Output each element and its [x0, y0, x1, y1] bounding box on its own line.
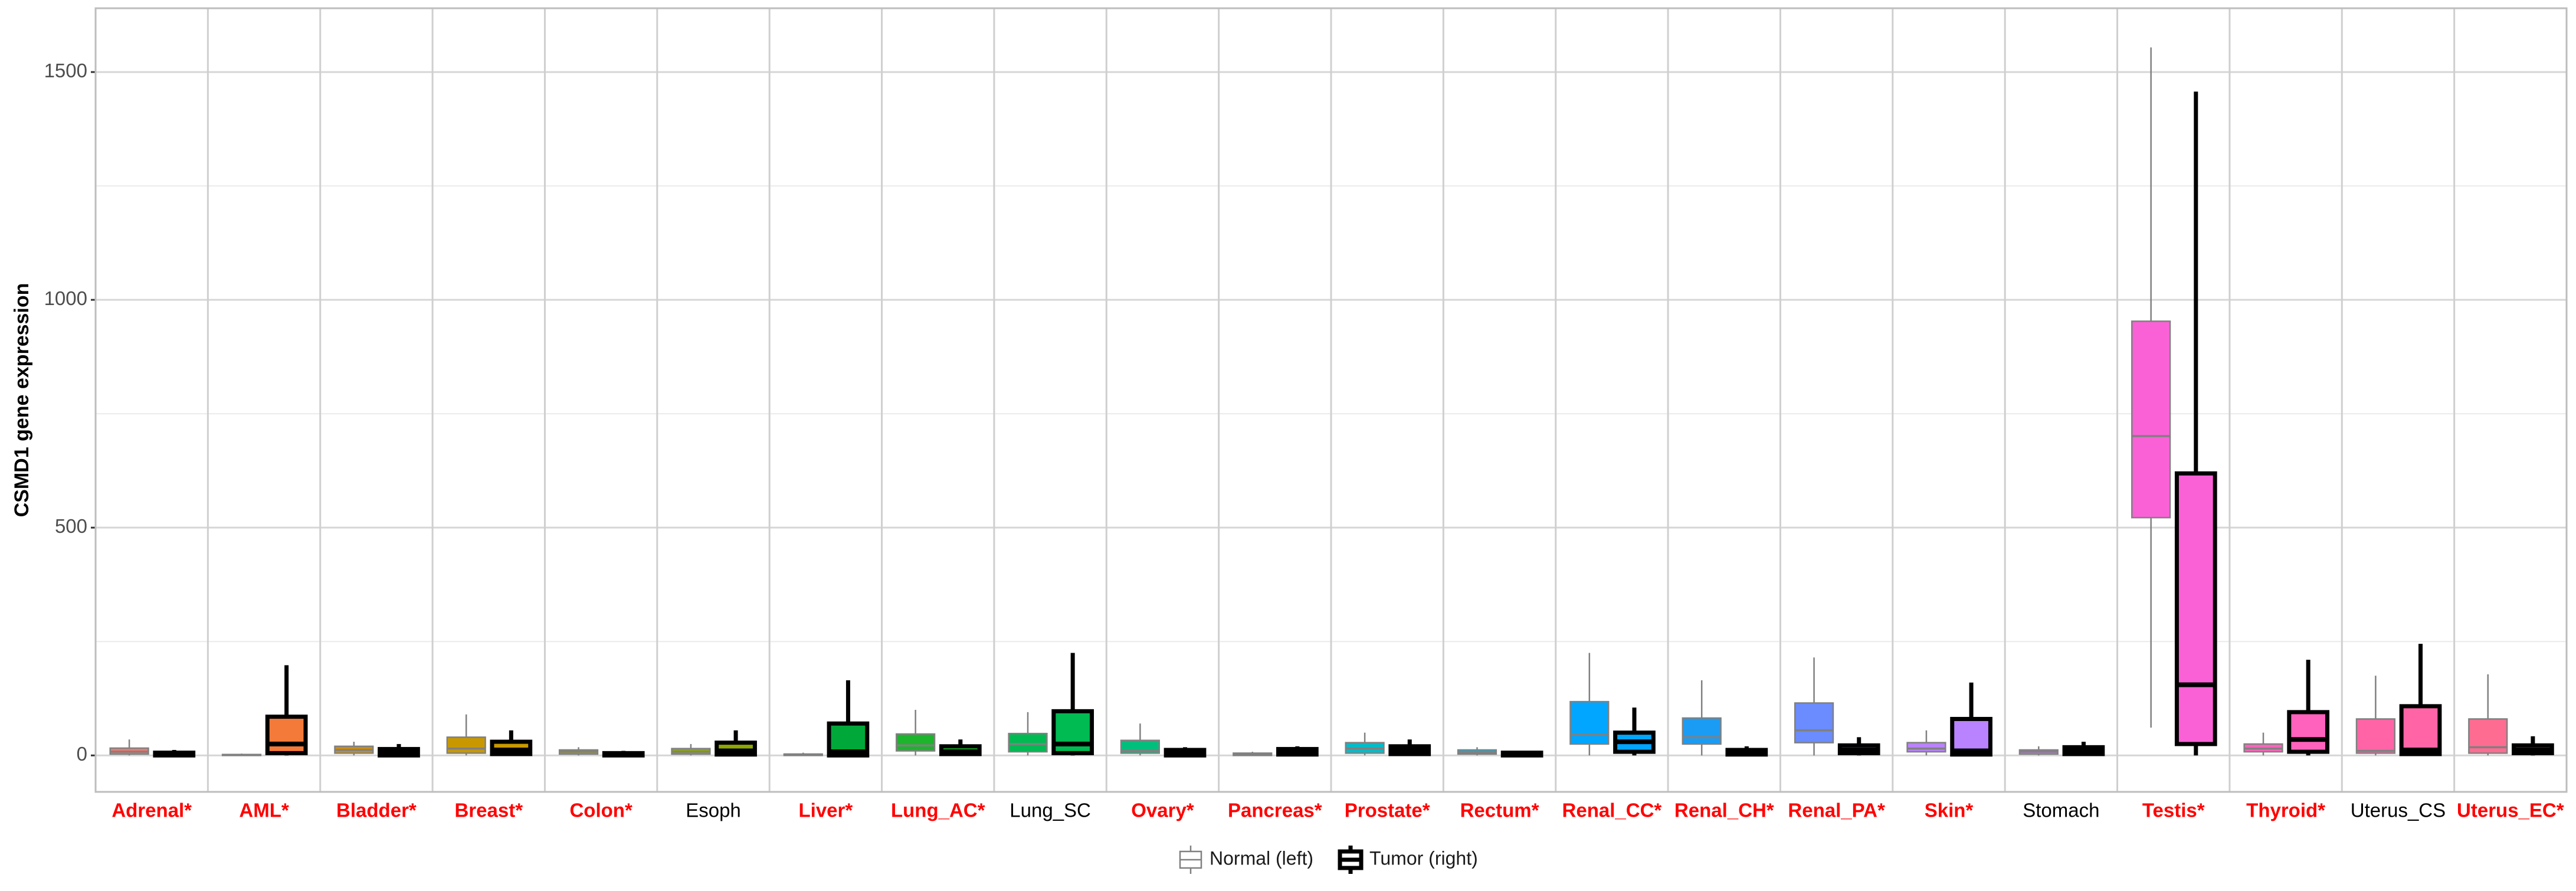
box — [109, 739, 149, 756]
box — [1950, 682, 1992, 757]
box — [153, 749, 196, 758]
y-tick-label: 500 — [55, 515, 87, 537]
x-tick-label: Bladder* — [336, 800, 417, 821]
x-tick-label: Adrenal* — [112, 800, 192, 821]
box — [446, 714, 486, 756]
box-body — [2287, 710, 2330, 754]
box — [939, 739, 982, 756]
legend-label: Tumor (right) — [1369, 847, 1478, 869]
panel-border — [94, 7, 2568, 793]
box — [1569, 653, 1610, 756]
legend-item: Tumor (right) — [1338, 846, 1478, 874]
x-tick-label: Renal_CC* — [1562, 800, 1662, 821]
box-body — [1682, 717, 1722, 745]
box — [1276, 746, 1319, 757]
box — [1613, 707, 1656, 756]
x-tick-label: Rectum* — [1460, 800, 1539, 821]
x-tick-label: Colon* — [569, 800, 632, 821]
box — [827, 680, 870, 758]
box-body — [1008, 732, 1048, 753]
box — [334, 742, 374, 756]
box-body — [896, 733, 936, 752]
x-tick-label: Testis* — [2142, 800, 2205, 821]
box — [2174, 91, 2217, 756]
box — [1794, 657, 1834, 756]
box — [2131, 47, 2171, 728]
box — [1008, 712, 1048, 756]
box — [1051, 653, 1094, 756]
x-tick-label: Uterus_EC* — [2457, 800, 2564, 821]
y-tick-label: 0 — [77, 743, 87, 765]
box — [1457, 747, 1497, 756]
x-tick-label: Renal_CH* — [1674, 800, 1774, 821]
box — [1682, 680, 1722, 756]
x-tick-label: Ovary* — [1131, 800, 1194, 821]
y-tick-label: 1000 — [44, 287, 87, 309]
box — [783, 752, 823, 756]
box — [490, 730, 533, 756]
box — [221, 754, 262, 756]
box — [896, 710, 936, 756]
box — [1233, 752, 1273, 756]
x-tick-label: Breast* — [454, 800, 523, 821]
x-tick-label: AML* — [239, 800, 289, 821]
box — [2287, 660, 2330, 756]
box — [715, 730, 757, 757]
box-body — [1794, 702, 1834, 743]
box — [378, 743, 420, 758]
box-body — [2399, 704, 2442, 756]
legend-label: Normal (left) — [1210, 847, 1313, 869]
x-tick-label: Stomach — [2023, 800, 2099, 821]
box-body — [265, 715, 308, 755]
box — [1164, 747, 1207, 758]
x-tick-label: Uterus_CS — [2351, 800, 2446, 821]
box — [1500, 751, 1543, 758]
x-tick-label: Renal_PA* — [1788, 800, 1885, 821]
box — [1906, 730, 1946, 756]
box — [1345, 732, 1385, 756]
box — [2468, 674, 2508, 756]
box — [265, 665, 308, 756]
box — [1120, 723, 1160, 756]
x-tick-label: Pancreas* — [1228, 800, 1322, 821]
y-tick-label: 1500 — [44, 60, 87, 81]
box — [1837, 737, 1880, 756]
box — [2018, 746, 2059, 756]
box — [2243, 732, 2283, 756]
box-body — [1569, 700, 1610, 745]
box-body — [446, 736, 486, 754]
box — [2355, 676, 2395, 756]
x-tick-label: Prostate* — [1345, 800, 1430, 821]
x-tick-label: Esoph — [686, 800, 741, 821]
box-body — [2174, 471, 2217, 746]
box-body — [2355, 718, 2395, 754]
x-tick-label: Liver* — [799, 800, 853, 821]
box — [2062, 742, 2105, 756]
box — [2512, 736, 2554, 756]
box — [558, 747, 599, 756]
y-axis-title: CSMD1 gene expression — [11, 283, 33, 517]
box — [1388, 739, 1431, 756]
box — [2399, 644, 2442, 756]
box-body — [2131, 320, 2171, 519]
legend-item: Normal (left) — [1179, 846, 1313, 874]
x-tick-label: Lung_SC — [1010, 800, 1091, 821]
box-body — [1906, 742, 1946, 753]
box — [602, 751, 645, 758]
x-tick-label: Skin* — [1925, 800, 1974, 821]
x-tick-label: Thyroid* — [2246, 800, 2325, 821]
x-tick-label: Lung_AC* — [891, 800, 985, 821]
box — [1725, 746, 1768, 757]
box-body — [1051, 709, 1094, 755]
box — [671, 743, 711, 756]
